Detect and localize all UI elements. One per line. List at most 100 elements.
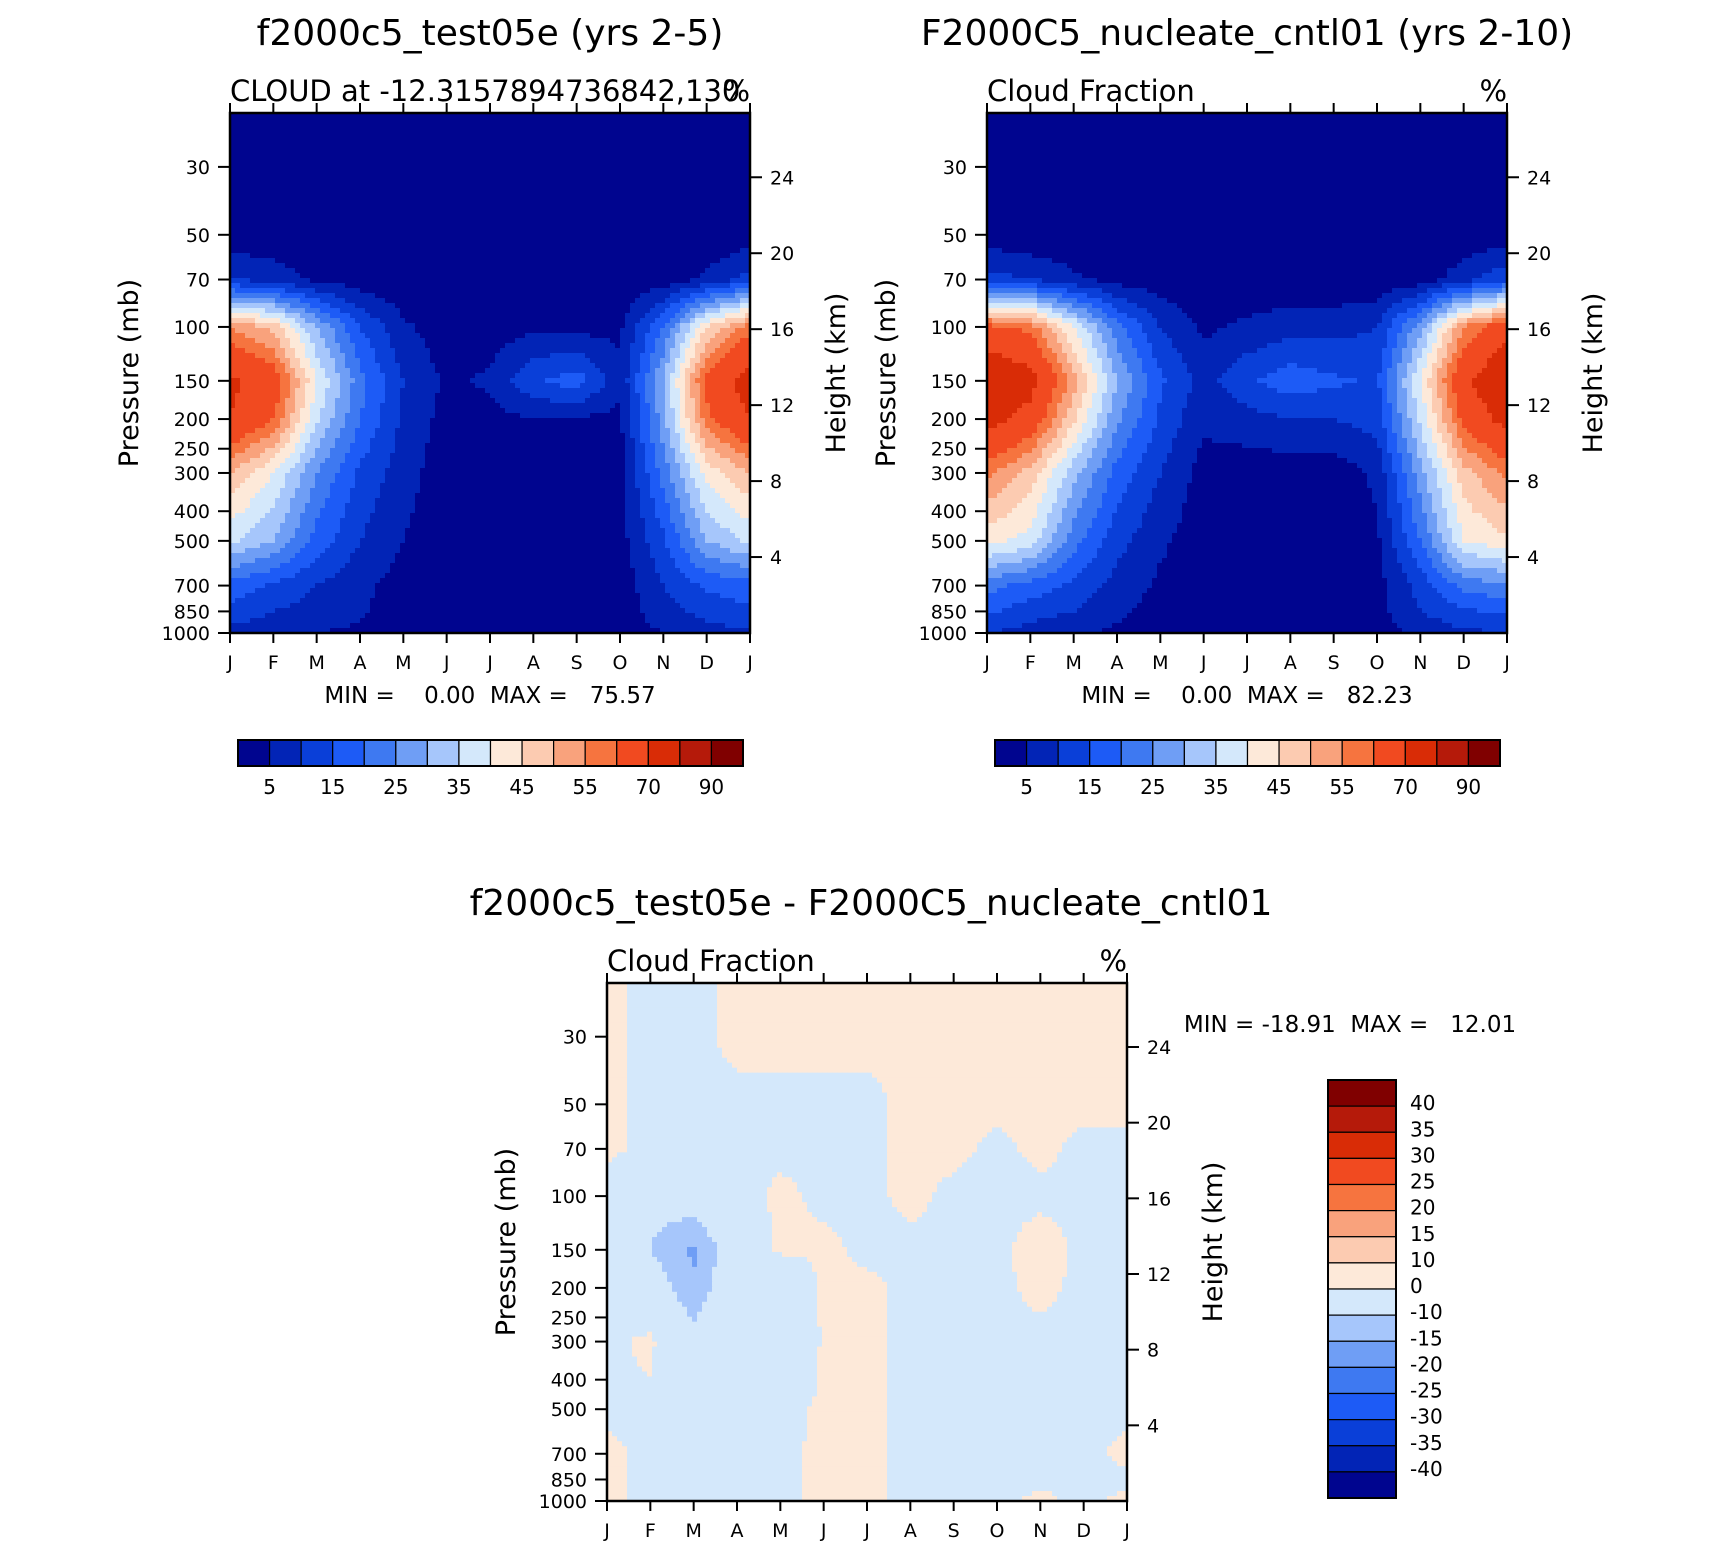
contour-cell	[370, 158, 376, 164]
contour-cell	[710, 298, 716, 304]
contour-cell	[630, 183, 636, 189]
contour-cell	[565, 288, 571, 294]
contour-cell	[530, 253, 536, 259]
contour-cell	[365, 153, 371, 159]
contour-cell	[670, 348, 676, 354]
contour-cell	[675, 188, 681, 194]
contour-cell	[690, 323, 696, 329]
contour-cell	[500, 348, 506, 354]
contour-cell	[330, 328, 336, 334]
contour-cell	[290, 248, 296, 254]
contour-cell	[385, 323, 391, 329]
contour-cell	[265, 338, 271, 344]
contour-cell	[565, 278, 571, 284]
contour-cell	[640, 328, 646, 334]
contour-cell	[505, 343, 511, 349]
contour-cell	[430, 128, 436, 134]
contour-cell	[430, 118, 436, 124]
contour-cell	[315, 193, 321, 199]
contour-cell	[460, 118, 466, 124]
contour-cell	[345, 213, 351, 219]
contour-cell	[550, 288, 556, 294]
contour-cell	[335, 158, 341, 164]
contour-cell	[405, 233, 411, 239]
contour-cell	[490, 263, 496, 269]
contour-cell	[515, 318, 521, 324]
contour-cell	[565, 238, 571, 244]
contour-cell	[355, 233, 361, 239]
contour-cell	[660, 288, 666, 294]
contour-cell	[655, 303, 661, 309]
contour-cell	[395, 273, 401, 279]
contour-cell	[265, 243, 271, 249]
contour-cell	[350, 313, 356, 319]
contour-cell	[630, 158, 636, 164]
contour-cell	[595, 208, 601, 214]
contour-cell	[600, 128, 606, 134]
contour-cell	[385, 208, 391, 214]
contour-cell	[310, 243, 316, 249]
contour-cell	[680, 328, 686, 334]
contour-cell	[460, 293, 466, 299]
contour-cell	[560, 163, 566, 169]
contour-cell	[700, 263, 706, 269]
contour-cell	[675, 123, 681, 129]
contour-cell	[465, 148, 471, 154]
contour-cell	[530, 148, 536, 154]
contour-cell	[435, 158, 441, 164]
contour-cell	[740, 168, 746, 174]
contour-cell	[360, 343, 366, 349]
contour-cell	[255, 133, 261, 139]
contour-cell	[460, 348, 466, 354]
contour-cell	[330, 183, 336, 189]
contour-cell	[550, 203, 556, 209]
contour-cell	[440, 338, 446, 344]
contour-cell	[570, 253, 576, 259]
contour-cell	[705, 263, 711, 269]
contour-cell	[335, 258, 341, 264]
contour-cell	[380, 223, 386, 229]
contour-cell	[670, 188, 676, 194]
contour-cell	[570, 328, 576, 334]
contour-cell	[365, 283, 371, 289]
contour-cell	[260, 203, 266, 209]
contour-cell	[555, 273, 561, 279]
contour-cell	[535, 308, 541, 314]
contour-cell	[675, 263, 681, 269]
contour-cell	[590, 318, 596, 324]
contour-cell	[245, 128, 251, 134]
contour-cell	[620, 173, 626, 179]
contour-cell	[580, 303, 586, 309]
contour-cell	[655, 283, 661, 289]
contour-cell	[370, 323, 376, 329]
contour-cell	[555, 238, 561, 244]
contour-cell	[545, 133, 551, 139]
contour-cell	[300, 203, 306, 209]
contour-cell	[515, 163, 521, 169]
contour-cell	[615, 233, 621, 239]
contour-cell	[505, 188, 511, 194]
contour-cell	[570, 303, 576, 309]
contour-cell	[300, 198, 306, 204]
contour-cell	[265, 318, 271, 324]
contour-cell	[570, 308, 576, 314]
contour-cell	[305, 258, 311, 264]
contour-cell	[430, 268, 436, 274]
contour-cell	[295, 208, 301, 214]
contour-cell	[425, 193, 431, 199]
contour-cell	[440, 343, 446, 349]
contour-cell	[245, 248, 251, 254]
contour-cell	[430, 298, 436, 304]
contour-cell	[615, 308, 621, 314]
contour-cell	[400, 228, 406, 234]
contour-cell	[390, 143, 396, 149]
contour-cell	[670, 298, 676, 304]
contour-cell	[500, 293, 506, 299]
contour-cell	[550, 253, 556, 259]
contour-cell	[570, 213, 576, 219]
contour-cell	[395, 308, 401, 314]
contour-cell	[740, 248, 746, 254]
contour-cell	[605, 253, 611, 259]
contour-cell	[510, 218, 516, 224]
contour-cell	[305, 203, 311, 209]
